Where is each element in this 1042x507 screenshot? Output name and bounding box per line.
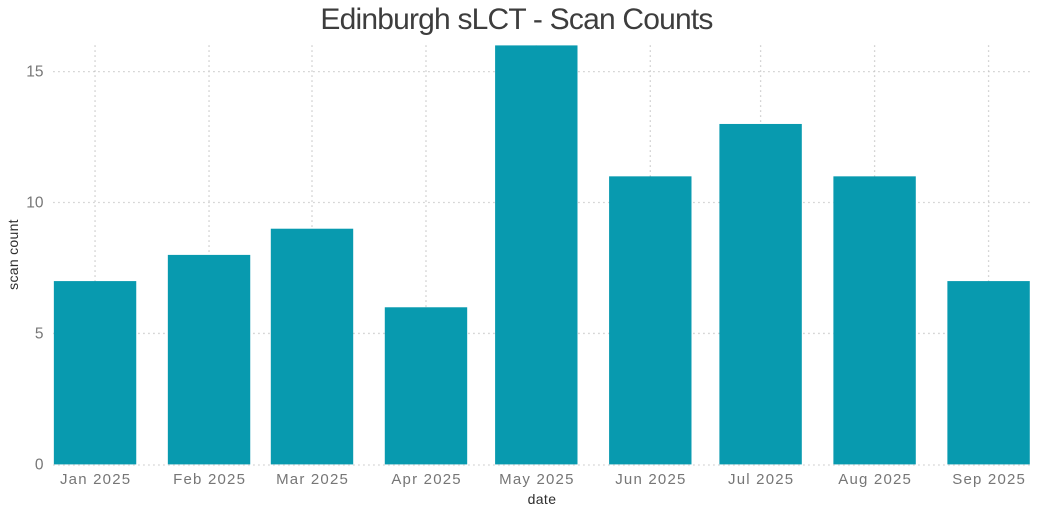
svg-text:Sep 2025: Sep 2025 (952, 471, 1026, 488)
svg-text:0: 0 (35, 456, 44, 473)
svg-text:Edinburgh sLCT - Scan Counts: Edinburgh sLCT - Scan Counts (320, 3, 712, 36)
svg-text:date: date (528, 491, 557, 507)
svg-text:May 2025: May 2025 (499, 471, 574, 488)
svg-text:5: 5 (35, 325, 44, 342)
svg-text:Mar 2025: Mar 2025 (276, 471, 349, 488)
svg-text:Jan 2025: Jan 2025 (60, 471, 131, 488)
svg-text:Jul 2025: Jul 2025 (728, 471, 794, 488)
svg-text:15: 15 (26, 64, 43, 81)
svg-text:Jun 2025: Jun 2025 (615, 471, 686, 488)
svg-text:scan count: scan count (5, 219, 21, 290)
svg-text:Aug 2025: Aug 2025 (838, 471, 912, 488)
svg-text:10: 10 (26, 195, 44, 212)
svg-text:Feb 2025: Feb 2025 (173, 471, 246, 488)
svg-text:Apr 2025: Apr 2025 (391, 471, 461, 488)
